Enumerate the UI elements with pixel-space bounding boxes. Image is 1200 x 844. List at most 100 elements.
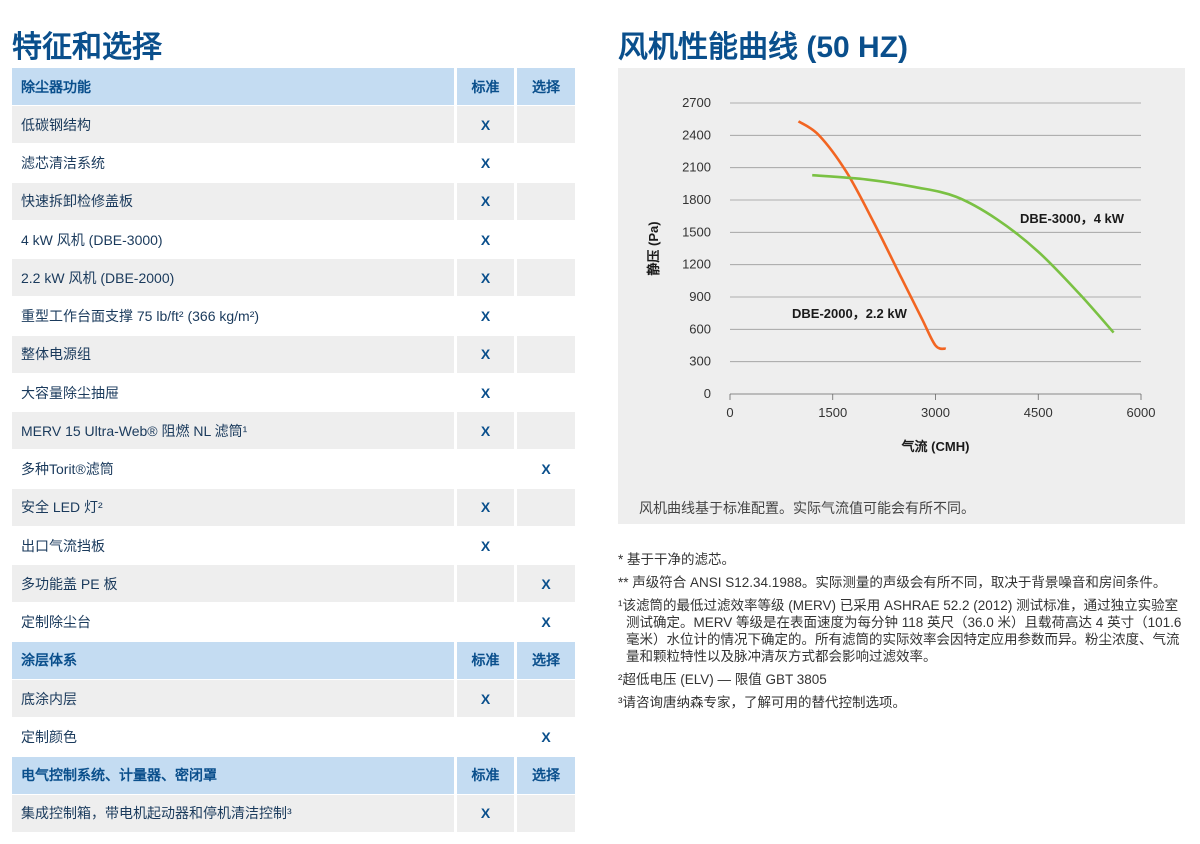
y-tick-label: 2100 — [682, 160, 711, 175]
feature-name: 集成控制箱，带电机起动器和停机清洁控制³ — [12, 794, 454, 832]
y-tick-label: 1200 — [682, 257, 711, 272]
standard-mark: X — [457, 221, 514, 258]
option-mark: X — [517, 603, 575, 641]
option-mark — [517, 335, 575, 373]
feature-name: 2.2 kW 风机 (DBE-2000) — [12, 259, 454, 297]
footnote: * 基于干净的滤芯。 — [618, 552, 736, 567]
y-tick-label: 1500 — [682, 224, 711, 239]
table-row: 重型工作台面支撑 75 lb/ft² (366 kg/m²) X — [12, 297, 575, 335]
option-mark — [517, 182, 575, 220]
x-tick-label: 6000 — [1127, 405, 1156, 420]
feature-name: 多种Torit®滤筒 — [12, 450, 454, 488]
feature-name: 定制颜色 — [12, 718, 454, 756]
table-row: 2.2 kW 风机 (DBE-2000) X — [12, 259, 575, 297]
fan-curve-title: 风机性能曲线 (50 HZ) — [618, 31, 909, 64]
table-row: 快速拆卸检修盖板 X — [12, 182, 575, 220]
y-tick-label: 2700 — [682, 95, 711, 110]
x-tick-label: 4500 — [1024, 405, 1053, 420]
feature-name: 整体电源组 — [12, 335, 454, 373]
option-mark: X — [517, 718, 575, 756]
y-tick-label: 300 — [689, 354, 711, 369]
feature-name: 快速拆卸检修盖板 — [12, 182, 454, 220]
standard-mark: X — [457, 144, 514, 182]
option-mark: X — [517, 565, 575, 603]
feature-name: MERV 15 Ultra-Web® 阻燃 NL 滤筒¹ — [12, 412, 454, 450]
table-row: 多种Torit®滤筒 X — [12, 450, 575, 488]
series-label-dbe-2000: DBE-2000，2.2 kW — [792, 306, 908, 321]
y-tick-label: 2400 — [682, 127, 711, 142]
standard-mark: X — [457, 488, 514, 526]
standard-column-header: 标准 — [457, 756, 514, 794]
table-row: 多功能盖 PE 板 X — [12, 565, 575, 603]
footnote: ²超低电压 (ELV) — 限值 GBT 3805 — [618, 672, 827, 687]
table-row: 安全 LED 灯² X — [12, 488, 575, 526]
standard-mark: X — [457, 374, 514, 411]
option-mark — [517, 794, 575, 832]
table-row: 滤芯清洁系统 X — [12, 144, 575, 182]
standard-mark: X — [457, 335, 514, 373]
feature-name: 出口气流挡板 — [12, 527, 454, 564]
table-section-header: 电气控制系统、计量器、密闭罩 标准 选择 — [12, 756, 575, 794]
table-row: 定制除尘台 X — [12, 603, 575, 641]
standard-mark — [457, 565, 514, 603]
feature-name: 4 kW 风机 (DBE-3000) — [12, 221, 454, 258]
x-tick-label: 0 — [726, 405, 733, 420]
section-header-label: 涂层体系 — [12, 641, 454, 679]
option-mark — [517, 680, 575, 717]
standard-mark: X — [457, 182, 514, 220]
feature-name: 重型工作台面支撑 75 lb/ft² (366 kg/m²) — [12, 297, 454, 335]
option-mark — [517, 374, 575, 411]
option-mark — [517, 221, 575, 258]
table-row: 大容量除尘抽屉 X — [12, 374, 575, 411]
feature-name: 滤芯清洁系统 — [12, 144, 454, 182]
standard-mark — [457, 718, 514, 756]
y-axis-title: 静压 (Pa) — [646, 221, 661, 275]
features-title: 特征和选择 — [12, 31, 162, 64]
table-section-header: 涂层体系 标准 选择 — [12, 641, 575, 679]
feature-name: 定制除尘台 — [12, 603, 454, 641]
standard-mark: X — [457, 297, 514, 335]
y-tick-label: 0 — [704, 386, 711, 401]
chart-svg: 0 300 600 900 1200 1500 1800 2100 2400 2700 0 1500 3… — [646, 95, 1156, 454]
y-tick-label: 1800 — [682, 192, 711, 207]
standard-mark: X — [457, 794, 514, 832]
footnote: ** 声级符合 ANSI S12.34.1988。实际测量的声级会有所不同，取决… — [618, 575, 1167, 590]
series-line-0 — [797, 120, 947, 351]
feature-name: 低碳钢结构 — [12, 106, 454, 144]
table-section-header: 除尘器功能 标准 选择 — [12, 68, 575, 105]
feature-name: 安全 LED 灯² — [12, 488, 454, 526]
table-row: 整体电源组 X — [12, 335, 575, 373]
standard-mark: X — [457, 680, 514, 717]
table-row: 出口气流挡板 X — [12, 527, 575, 564]
footnotes: * 基于干净的滤芯。 ** 声级符合 ANSI S12.34.1988。实际测量的… — [618, 551, 1186, 717]
chart-note: 风机曲线基于标准配置。实际气流值可能会有所不同。 — [639, 500, 975, 516]
option-column-header: 选择 — [517, 68, 575, 105]
option-mark — [517, 412, 575, 450]
table-row: 4 kW 风机 (DBE-3000) X — [12, 221, 575, 258]
table-row: 底涂内层 X — [12, 680, 575, 717]
x-tick-label: 1500 — [818, 405, 847, 420]
series-line-1 — [812, 173, 1115, 334]
option-mark — [517, 297, 575, 335]
standard-column-header: 标准 — [457, 641, 514, 679]
standard-mark: X — [457, 527, 514, 564]
feature-name: 大容量除尘抽屉 — [12, 374, 454, 411]
standard-mark: X — [457, 106, 514, 144]
standard-mark: X — [457, 259, 514, 297]
option-mark: X — [517, 450, 575, 488]
section-header-label: 除尘器功能 — [12, 68, 454, 105]
option-mark — [517, 259, 575, 297]
option-column-header: 选择 — [517, 756, 575, 794]
footnote: ¹该滤筒的最低过滤效率等级 (MERV) 已采用 ASHRAE 52.2 (20… — [618, 598, 1182, 664]
option-mark — [517, 527, 575, 564]
footnote: ³请咨询唐纳森专家，了解可用的替代控制选项。 — [618, 695, 906, 710]
y-tick-label: 900 — [689, 289, 711, 304]
option-mark — [517, 488, 575, 526]
section-header-label: 电气控制系统、计量器、密闭罩 — [12, 756, 454, 794]
standard-column-header: 标准 — [457, 68, 514, 105]
x-tick-label: 3000 — [921, 405, 950, 420]
feature-name: 底涂内层 — [12, 680, 454, 717]
table-row: 低碳钢结构 X — [12, 106, 575, 144]
option-mark — [517, 106, 575, 144]
series-label-dbe-3000: DBE-3000，4 kW — [1020, 211, 1125, 226]
